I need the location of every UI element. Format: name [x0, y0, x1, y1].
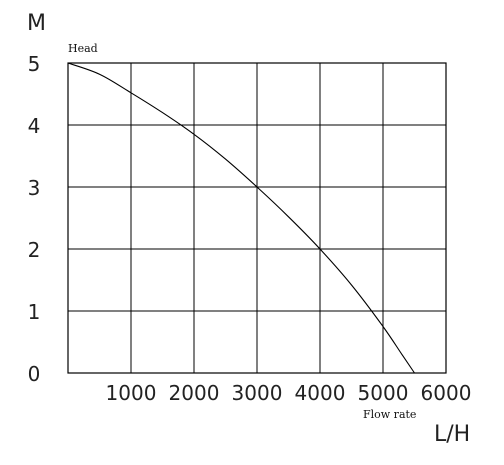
y-axis-label: Head	[68, 42, 98, 55]
x-axis-label: Flow rate	[363, 408, 416, 421]
x-tick-label: 2000	[169, 381, 220, 405]
y-tick-labels: 0 1 2 3 4 5	[28, 52, 41, 386]
y-tick-label: 5	[28, 52, 41, 76]
head-flow-curve	[67, 62, 415, 374]
y-unit-label: M	[27, 11, 46, 36]
y-tick-label: 1	[28, 300, 41, 324]
grid	[67, 62, 447, 374]
x-tick-label: 6000	[421, 381, 472, 405]
series-group	[67, 62, 415, 374]
y-tick-label: 2	[28, 238, 41, 262]
x-tick-label: 5000	[358, 381, 409, 405]
y-tick-label: 3	[28, 176, 41, 200]
x-tick-labels: 1000 2000 3000 4000 5000 6000	[106, 381, 472, 405]
x-tick-label: 1000	[106, 381, 157, 405]
y-tick-label: 4	[28, 114, 41, 138]
x-tick-label: 4000	[295, 381, 346, 405]
y-tick-label: 0	[28, 362, 41, 386]
x-unit-label: L/H	[434, 422, 470, 447]
x-tick-label: 3000	[232, 381, 283, 405]
